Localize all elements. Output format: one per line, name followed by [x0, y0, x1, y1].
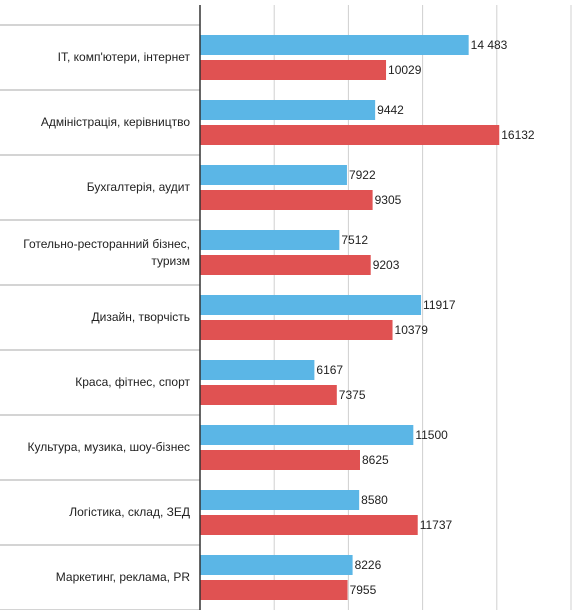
bar [200, 230, 340, 250]
value-label: 10379 [395, 323, 429, 337]
value-label: 6167 [316, 363, 343, 377]
category-label: Краса, фітнес, спорт [75, 375, 190, 389]
bar [200, 555, 353, 575]
value-label: 7512 [341, 233, 368, 247]
bar [200, 100, 376, 120]
bar [200, 360, 315, 380]
value-label: 16132 [501, 128, 535, 142]
bar [200, 450, 360, 470]
value-label: 8580 [361, 493, 388, 507]
value-label: 11737 [420, 518, 453, 532]
category-label: Готельно-ресторанний бізнес, туризм [23, 236, 190, 268]
category-label: Бухгалтерія, аудит [86, 180, 190, 194]
value-label: 7955 [350, 583, 377, 597]
value-label: 14 483 [471, 38, 508, 52]
bar [200, 320, 393, 340]
value-label: 9203 [373, 258, 400, 272]
value-label: 10029 [388, 63, 422, 77]
category-label: Логістика, склад, ЗЕД [69, 505, 190, 519]
category-label: Культура, музика, шоу-бізнес [27, 440, 190, 454]
value-label: 7922 [349, 168, 376, 182]
bar [200, 580, 348, 600]
bar [200, 60, 387, 80]
value-label: 9442 [377, 103, 404, 117]
bar [200, 190, 373, 210]
value-label: 7375 [339, 388, 366, 402]
bar [200, 35, 469, 55]
value-label: 8226 [355, 558, 382, 572]
bar [200, 490, 360, 510]
value-label: 8625 [362, 453, 389, 467]
bar [200, 385, 337, 405]
category-label: Маркетинг, реклама, PR [55, 570, 190, 584]
bar [200, 295, 422, 315]
bar [200, 165, 347, 185]
bar [200, 255, 371, 275]
value-label: 11917 [423, 298, 456, 312]
category-label: Адміністрація, керівництво [40, 115, 190, 129]
category-label: Дизайн, творчість [91, 310, 191, 324]
value-label: 11500 [415, 428, 448, 442]
category-label: IT, комп'ютери, інтернет [57, 50, 190, 64]
value-label: 9305 [375, 193, 402, 207]
bar [200, 125, 500, 145]
bar [200, 425, 414, 445]
bar [200, 515, 418, 535]
